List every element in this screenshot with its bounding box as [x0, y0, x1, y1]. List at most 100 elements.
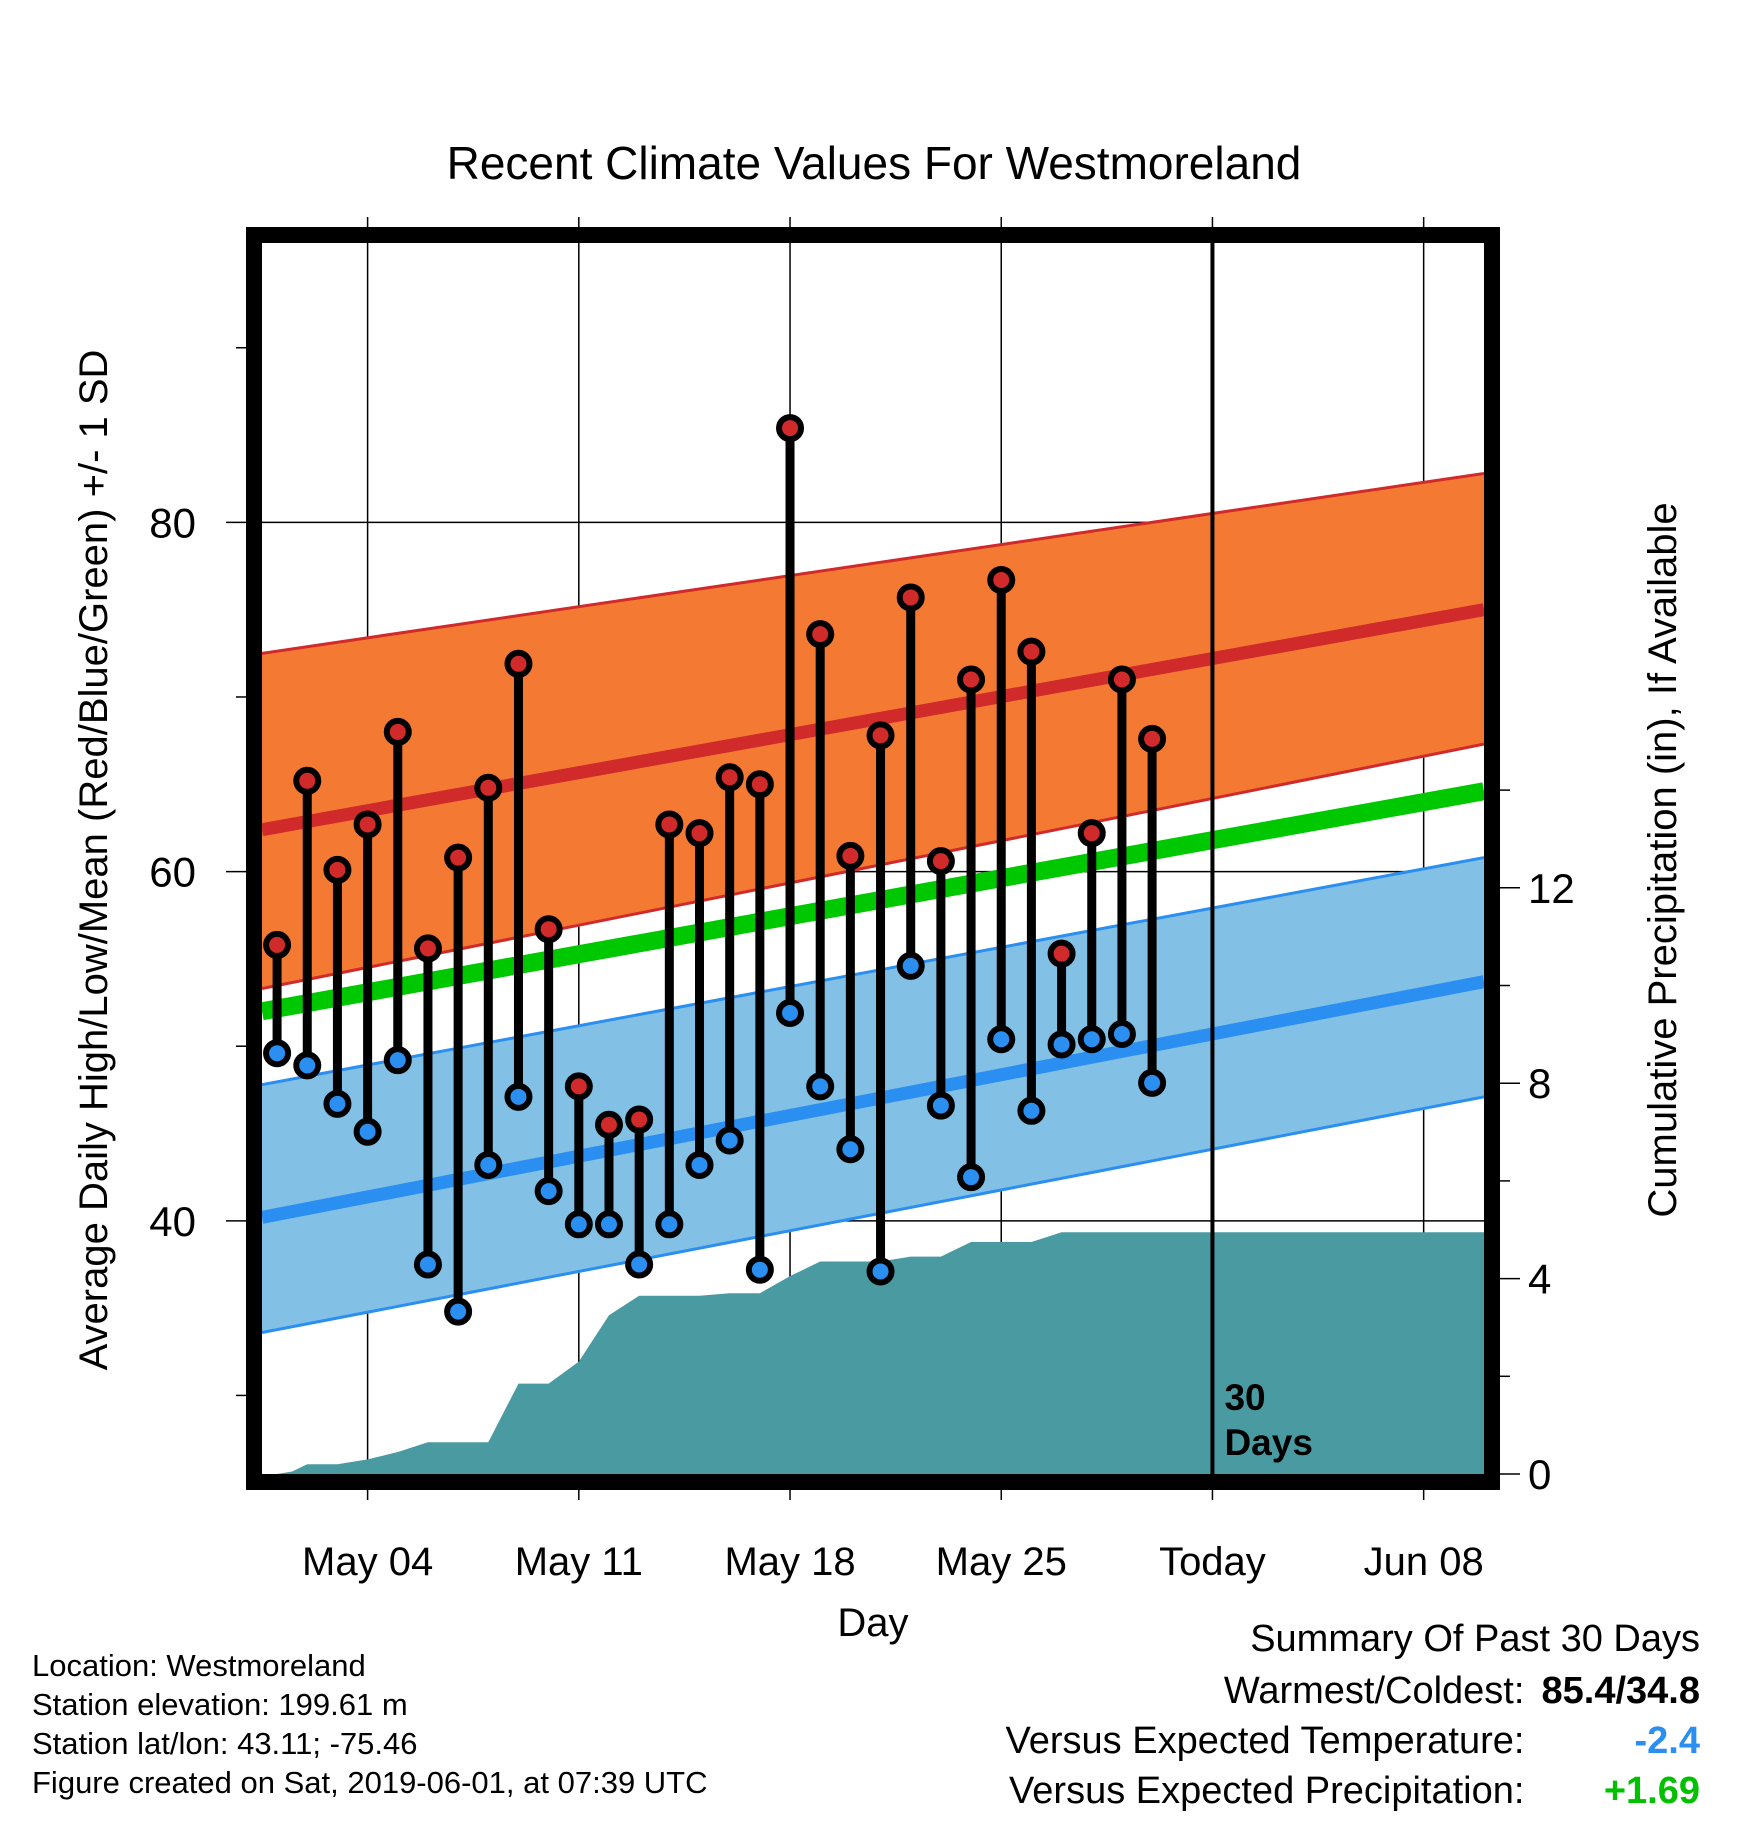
x-axis-label: Day [837, 1601, 908, 1645]
high-dot-day-6 [444, 843, 473, 872]
low-dot-day-28 [1107, 1019, 1136, 1048]
summary-precip-row: Versus Expected Precipitation: +1.69 [1009, 1770, 1700, 1813]
chart-title: Recent Climate Values For Westmoreland [447, 137, 1302, 189]
low-dot-day-26 [1047, 1030, 1076, 1059]
summary-temp-row: Versus Expected Temperature: -2.4 [1006, 1720, 1700, 1763]
high-dot-day-16 [745, 770, 774, 799]
low-dot-day-6 [444, 1297, 473, 1326]
summary-heading-text: Summary Of Past 30 Days [1250, 1618, 1700, 1660]
y-tick-label-right-3: 12 [1528, 865, 1575, 912]
today-label-number: 30 [1224, 1377, 1265, 1418]
high-dot-day-9 [534, 915, 563, 944]
high-dot-day-4 [383, 717, 412, 746]
created-text: Figure created on Sat, 2019-06-01, at 07… [32, 1765, 708, 1800]
low-dot-day-17 [776, 999, 805, 1028]
y-tick-label-right-0: 0 [1528, 1451, 1551, 1498]
low-dot-day-16 [745, 1255, 774, 1284]
high-dot-day-28 [1107, 665, 1136, 694]
high-dot-day-13 [655, 810, 684, 839]
low-dot-day-4 [383, 1046, 412, 1075]
low-dot-day-21 [896, 951, 925, 980]
low-band-upper-edge [262, 856, 1484, 1087]
low-dot-day-2 [323, 1089, 352, 1118]
precip-label: Versus Expected Precipitation: [1009, 1770, 1525, 1812]
x-tick-label-4: Today [1159, 1540, 1266, 1584]
y-tick-label-left-2: 80 [149, 499, 196, 546]
high-band-upper-edge [262, 472, 1484, 655]
temp-value: -2.4 [1634, 1720, 1700, 1762]
high-dot-day-3 [353, 810, 382, 839]
low-dot-day-12 [625, 1250, 654, 1279]
low-dot-day-27 [1077, 1025, 1106, 1054]
high-dot-day-24 [987, 565, 1016, 594]
warmest-label: Warmest/Coldest: [1223, 1670, 1525, 1712]
high-dot-day-18 [806, 620, 835, 649]
low-dot-day-0 [263, 1039, 292, 1068]
mean-normal-line [262, 782, 1484, 1021]
low-dot-day-23 [957, 1163, 986, 1192]
high-dot-day-21 [896, 583, 925, 612]
y-tick-label-right-2: 8 [1528, 1060, 1551, 1107]
low-dot-day-8 [504, 1082, 533, 1111]
low-dot-day-9 [534, 1177, 563, 1206]
latlon-text: Station lat/lon: 43.11; -75.46 [32, 1726, 418, 1761]
low-dot-day-19 [836, 1135, 865, 1164]
low-dot-day-29 [1138, 1068, 1167, 1097]
plot-border [246, 227, 1500, 1490]
high-dot-day-8 [504, 649, 533, 678]
high-dot-day-7 [474, 773, 503, 802]
precip-value: +1.69 [1603, 1770, 1700, 1812]
high-dot-day-14 [685, 819, 714, 848]
low-dot-day-11 [594, 1210, 623, 1239]
high-normal-line [262, 603, 1484, 837]
elevation-text: Station elevation: 199.61 m [32, 1687, 408, 1722]
high-dot-day-26 [1047, 939, 1076, 968]
low-dot-day-13 [655, 1210, 684, 1239]
high-dot-day-27 [1077, 819, 1106, 848]
low-dot-day-3 [353, 1117, 382, 1146]
y-axis-label-left: Average Daily High/Low/Mean (Red/Blue/Gr… [72, 350, 116, 1371]
low-dot-day-5 [413, 1250, 442, 1279]
low-normal-line [262, 975, 1484, 1224]
y-axis-label-right: Cumulative Precipitation (in), If Availa… [1641, 502, 1685, 1217]
precip-fill [277, 1232, 1484, 1474]
high-dot-day-15 [715, 763, 744, 792]
high-dot-day-1 [293, 766, 322, 795]
high-dot-day-17 [776, 414, 805, 443]
high-dot-day-20 [866, 721, 895, 750]
high-dot-day-19 [836, 841, 865, 870]
precipitation-area [277, 1232, 1484, 1474]
summary-warmest-row: Warmest/Coldest: 85.4/34.8 [1224, 1670, 1700, 1713]
low-dot-day-20 [866, 1257, 895, 1286]
axes: May 04 May 11 May 18 May 25 Today Jun 0840608… [149, 217, 1575, 1584]
low-dot-day-22 [926, 1091, 955, 1120]
high-dot-day-10 [564, 1072, 593, 1101]
low-dot-day-25 [1017, 1096, 1046, 1125]
low-band-lower-edge [262, 1095, 1484, 1335]
low-dot-day-24 [987, 1025, 1016, 1054]
x-tick-label-5: Jun 08 [1364, 1540, 1484, 1584]
summary-heading: Summary Of Past 30 Days [1250, 1618, 1700, 1661]
low-dot-day-15 [715, 1126, 744, 1155]
station-info: Location: Westmoreland Station elevation… [32, 1646, 708, 1802]
daily-dots [263, 414, 1167, 1326]
high-dot-day-22 [926, 847, 955, 876]
location-text: Location: Westmoreland [32, 1648, 366, 1683]
low-dot-day-7 [474, 1150, 503, 1179]
high-dot-day-25 [1017, 637, 1046, 666]
today-label-days: Days [1224, 1422, 1312, 1463]
low-dot-day-1 [293, 1051, 322, 1080]
plot-frame [246, 227, 1500, 1490]
low-dot-day-10 [564, 1210, 593, 1239]
x-tick-label-3: May 25 [936, 1540, 1067, 1584]
low-dot-day-18 [806, 1072, 835, 1101]
high-dot-day-2 [323, 855, 352, 884]
low-dot-day-14 [685, 1150, 714, 1179]
y-tick-label-right-1: 4 [1528, 1256, 1551, 1303]
high-dot-day-29 [1138, 724, 1167, 753]
x-tick-label-1: May 11 [515, 1540, 643, 1584]
normal-bands [262, 472, 1484, 1335]
